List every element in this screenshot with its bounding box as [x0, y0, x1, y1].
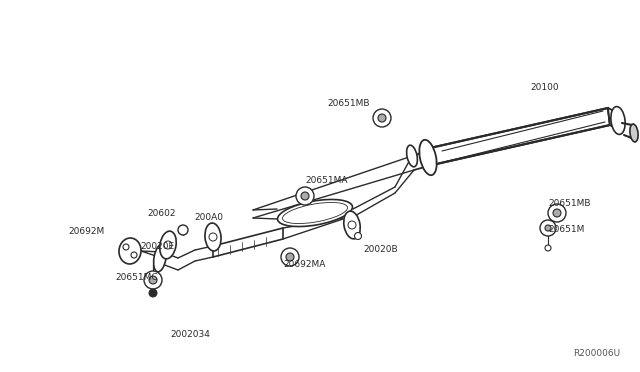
Text: 20651MC: 20651MC — [115, 273, 157, 282]
Circle shape — [373, 109, 391, 127]
Circle shape — [301, 192, 309, 200]
Text: 20651MB: 20651MB — [548, 199, 591, 208]
Circle shape — [281, 248, 299, 266]
Circle shape — [149, 276, 157, 284]
Text: 20651MA: 20651MA — [305, 176, 348, 185]
Circle shape — [149, 289, 157, 297]
Circle shape — [178, 225, 188, 235]
Circle shape — [296, 187, 314, 205]
Circle shape — [548, 204, 566, 222]
Text: 20602: 20602 — [147, 209, 175, 218]
Ellipse shape — [119, 238, 141, 264]
Text: 20651MB: 20651MB — [328, 99, 370, 108]
Text: 2002034: 2002034 — [170, 330, 210, 339]
Circle shape — [545, 225, 551, 231]
Circle shape — [131, 252, 137, 258]
Text: 20020B: 20020B — [363, 245, 397, 254]
Ellipse shape — [344, 211, 360, 239]
Ellipse shape — [278, 199, 353, 227]
Ellipse shape — [406, 145, 417, 167]
Ellipse shape — [419, 140, 436, 175]
Polygon shape — [430, 108, 610, 165]
Text: R200006U: R200006U — [573, 349, 620, 358]
Circle shape — [144, 271, 162, 289]
Circle shape — [355, 232, 362, 240]
Polygon shape — [213, 228, 283, 257]
Text: 20692M: 20692M — [68, 228, 104, 237]
Circle shape — [209, 233, 217, 241]
Polygon shape — [608, 108, 622, 133]
Text: 20020E: 20020E — [140, 242, 174, 251]
Text: 200A0: 200A0 — [194, 213, 223, 222]
Text: 20651M: 20651M — [548, 225, 584, 234]
Ellipse shape — [282, 202, 348, 224]
Circle shape — [540, 220, 556, 236]
Ellipse shape — [154, 244, 166, 272]
Circle shape — [378, 114, 386, 122]
Circle shape — [164, 241, 172, 249]
Text: 20100: 20100 — [530, 83, 559, 92]
Ellipse shape — [205, 223, 221, 251]
Ellipse shape — [160, 231, 176, 259]
Circle shape — [545, 245, 551, 251]
Circle shape — [286, 253, 294, 261]
Ellipse shape — [630, 124, 638, 142]
Circle shape — [553, 209, 561, 217]
Text: 20692MA: 20692MA — [283, 260, 325, 269]
Ellipse shape — [611, 107, 625, 134]
Circle shape — [348, 221, 356, 229]
Circle shape — [123, 244, 129, 250]
